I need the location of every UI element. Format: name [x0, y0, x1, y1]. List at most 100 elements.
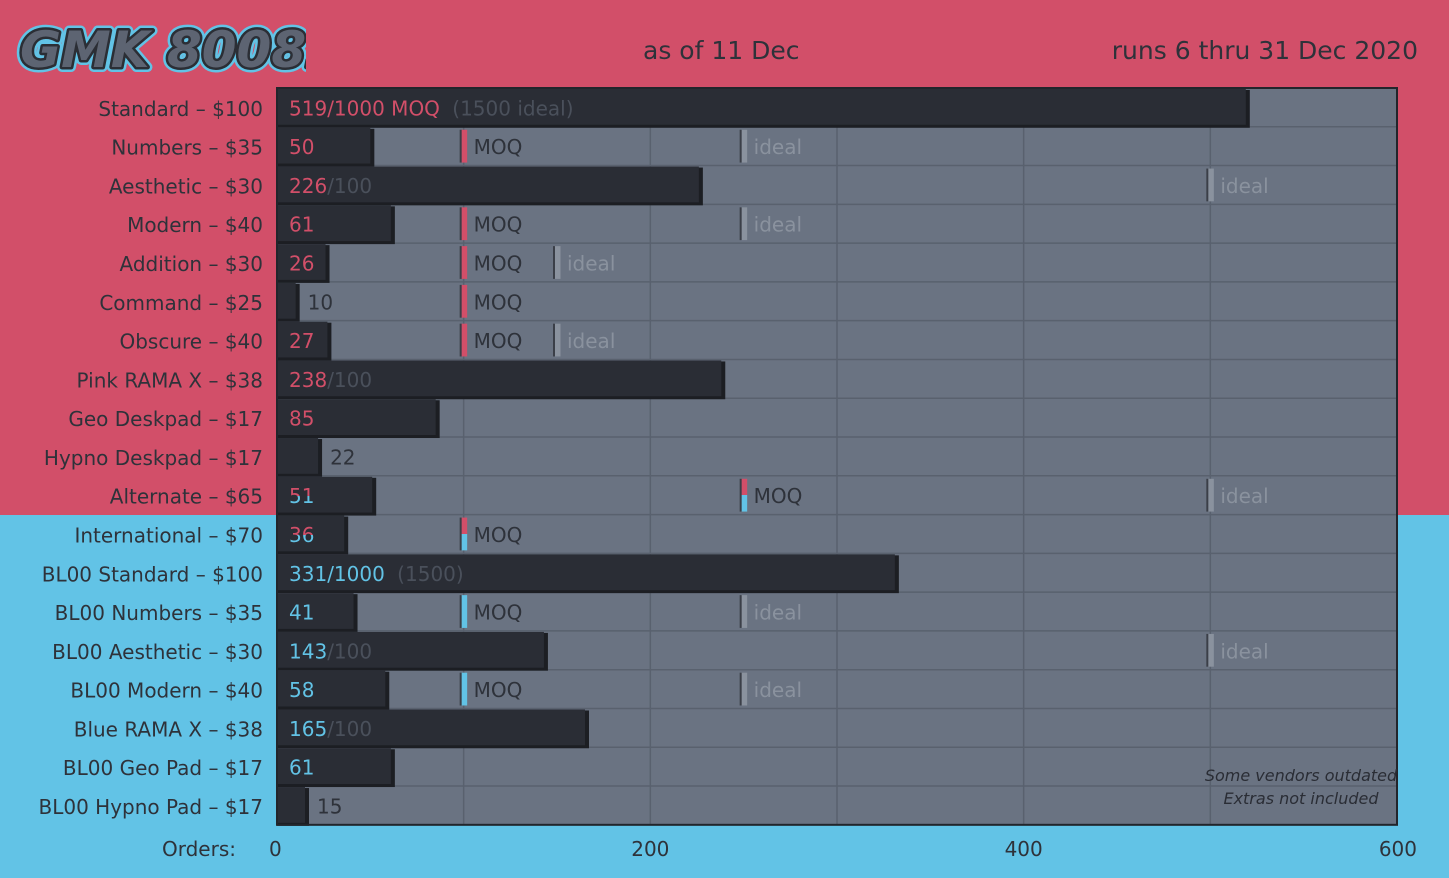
ideal-label: ideal [754, 678, 802, 702]
x-tick-label: 0 [269, 837, 282, 861]
ideal-marker-shadow [739, 207, 742, 241]
x-axis-label: Orders: [162, 837, 236, 861]
bar [277, 787, 305, 823]
ideal-label: ideal [754, 601, 802, 625]
bar [277, 709, 585, 746]
bar-value-label: 10 [308, 290, 333, 314]
bar-value-label: 26 [289, 252, 314, 276]
row-label: Geo Deskpad – $17 [68, 407, 263, 431]
moq-marker [461, 284, 468, 318]
ideal-label: ideal [567, 329, 615, 353]
moq-marker [461, 323, 468, 357]
bar-value-label: 22 [330, 445, 355, 469]
row-label: BL00 Standard – $100 [42, 562, 263, 586]
moq-marker [461, 595, 468, 628]
moq-label: MOQ [474, 523, 523, 547]
row-label: BL00 Geo Pad – $17 [63, 756, 263, 780]
ideal-marker-shadow [1206, 633, 1209, 667]
bar [277, 593, 354, 629]
row-label: BL00 Aesthetic – $30 [52, 640, 263, 664]
ideal-label: ideal [1220, 484, 1268, 508]
svg-text:GMK 80082: GMK 80082 [20, 21, 306, 79]
bar-value-label: 238/100 [289, 368, 372, 392]
ideal-label: ideal [754, 213, 802, 237]
bar [277, 631, 544, 668]
moq-label: MOQ [474, 213, 523, 237]
footnote: Extras not included [1223, 789, 1379, 808]
bar [277, 476, 373, 513]
ideal-label: ideal [1220, 639, 1268, 663]
ideal-label: ideal [754, 135, 802, 159]
bar-value-label: 15 [317, 794, 342, 818]
ideal-marker-shadow [739, 595, 742, 628]
moq-label: MOQ [474, 601, 523, 625]
bar-value-label: 143/100 [289, 639, 372, 663]
bar-value-label: 226/100 [289, 174, 372, 198]
bar [277, 670, 386, 707]
moq-marker [741, 478, 748, 512]
x-tick-label: 200 [631, 837, 669, 861]
moq-marker-shadow [459, 284, 462, 318]
moq-marker-shadow [459, 595, 462, 628]
ideal-marker-shadow [1206, 168, 1209, 202]
moq-label: MOQ [474, 290, 523, 314]
ideal-marker-shadow [553, 246, 555, 279]
row-label: BL00 Numbers – $35 [55, 601, 263, 625]
ideal-label: ideal [567, 252, 615, 276]
ideal-marker [741, 207, 748, 241]
row-label: Hypno Deskpad – $17 [44, 446, 263, 470]
bar [277, 399, 436, 436]
moq-marker-shadow [459, 517, 462, 551]
ideal-marker-shadow [739, 672, 742, 706]
bar-value-label: 61 [289, 756, 314, 780]
moq-label: MOQ [754, 484, 803, 508]
x-tick-label: 400 [1005, 837, 1043, 861]
bar [277, 554, 895, 591]
row-label: Aesthetic – $30 [109, 174, 263, 198]
bar-value-label: 519/1000 MOQ (1500 ideal) [289, 96, 574, 120]
bar-value-label: 331/1000 (1500) [289, 562, 464, 586]
svg-text:GMK 80082: GMK 80082 [20, 21, 306, 79]
moq-label: MOQ [474, 135, 523, 159]
ideal-label: ideal [1220, 174, 1268, 198]
ideal-marker [1207, 168, 1214, 202]
ideal-marker [741, 595, 748, 628]
row-label: International – $70 [74, 523, 263, 547]
bar [277, 89, 1246, 125]
ideal-marker-shadow [739, 129, 742, 163]
plot-border [276, 87, 1398, 826]
bar-value-label: 41 [289, 601, 314, 625]
ideal-marker [741, 129, 748, 163]
bar [277, 282, 296, 319]
bar-value-label: 61 [289, 213, 314, 237]
as-of-date: as of 11 Dec [643, 36, 800, 65]
moq-marker [461, 129, 468, 163]
row-label: BL00 Modern – $40 [70, 679, 263, 703]
moq-label: MOQ [474, 252, 523, 276]
svg-text:GMK 80082: GMK 80082 [20, 21, 306, 79]
logo: GMK 80082 GMK 80082 GMK 80082 [16, 16, 306, 80]
moq-marker [461, 672, 468, 706]
bar [277, 360, 722, 397]
bar-value-label: 85 [289, 407, 314, 431]
ideal-marker [554, 323, 561, 357]
bar [277, 321, 328, 358]
row-label: Addition – $30 [120, 252, 263, 276]
row-label: Command – $25 [99, 291, 263, 315]
moq-label: MOQ [474, 678, 523, 702]
moq-marker-shadow [459, 246, 462, 279]
footnote: Some vendors outdated [1205, 766, 1398, 785]
row-label: Pink RAMA X – $38 [77, 368, 263, 392]
moq-marker [461, 517, 468, 551]
moq-marker-shadow [459, 323, 462, 357]
bar [277, 244, 326, 280]
bar [277, 438, 319, 474]
x-tick-label: 600 [1379, 837, 1417, 861]
bar [277, 166, 699, 203]
bar-value-label: 36 [289, 523, 314, 547]
bar-value-label: 50 [289, 135, 314, 159]
moq-marker-shadow [459, 207, 462, 241]
bar-value-label: 165/100 [289, 717, 372, 741]
ideal-marker [741, 672, 748, 706]
